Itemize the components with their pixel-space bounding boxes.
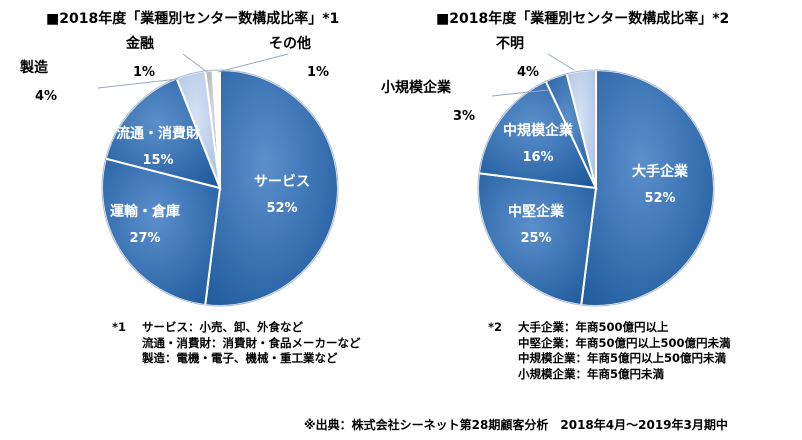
slice-value-0-2: 15% xyxy=(142,153,173,168)
slice-value-0-3: 4% xyxy=(35,89,57,104)
right-chart-title: ■2018年度「業種別センター数構成比率」*2 xyxy=(436,11,730,27)
right-note-line: 中規模企業：年商5億円以上50億円未満 xyxy=(518,351,727,365)
leader-line-0-5 xyxy=(217,53,289,73)
slice-value-0-4: 1% xyxy=(133,65,155,80)
right-note-line: 中堅企業：年商50億円以上500億円未満 xyxy=(518,335,731,350)
slice-value-1-2: 16% xyxy=(522,150,553,165)
slice-label-0-4: 金融 xyxy=(125,35,154,52)
right-note-line: 小規模企業：年商5億円未満 xyxy=(518,366,665,381)
right-note-mark: *2 xyxy=(488,320,503,334)
slice-label-1-0: 大手企業 xyxy=(632,163,689,180)
slice-label-1-2: 中規模企業 xyxy=(503,122,574,139)
slice-value-0-5: 1% xyxy=(307,65,329,80)
slice-label-0-3: 製造 xyxy=(19,59,48,76)
slice-label-1-1: 中堅企業 xyxy=(508,203,565,220)
left-note-line: 流通・消費財：消費財・食品メーカーなど xyxy=(142,335,361,350)
source-note: ※出典：株式会社シーネット第28期顧客分析 2018年4月～2019年3月期中 xyxy=(304,418,728,432)
leader-line-1-4 xyxy=(547,53,575,71)
slice-label-0-2: 流通・消費財 xyxy=(116,125,200,142)
left-note-mark: *1 xyxy=(112,320,127,334)
right-note-line: 大手企業：年商500億円以上 xyxy=(518,320,669,334)
slice-label-0-5: その他 xyxy=(269,35,311,52)
pie-outline-1 xyxy=(477,69,715,307)
slice-label-0-0: サービス xyxy=(254,174,310,190)
slice-value-0-0: 52% xyxy=(266,201,297,216)
left-chart-title: ■2018年度「業種別センター数構成比率」*1 xyxy=(46,11,340,27)
slice-value-1-3: 3% xyxy=(453,109,475,124)
slice-label-1-4: 不明 xyxy=(496,36,524,52)
left-notes: *1 サービス：小売、卸、外食など 流通・消費財：消費財・食品メーカーなど 製造：… xyxy=(112,320,361,367)
slice-value-1-0: 52% xyxy=(644,191,675,206)
slice-label-1-3: 小規模企業 xyxy=(381,79,452,96)
leader-line-1-3 xyxy=(491,89,549,97)
leader-line-0-3 xyxy=(97,78,179,89)
slice-value-1-4: 4% xyxy=(517,65,539,80)
slice-label-0-1: 運輸・倉庫 xyxy=(110,203,180,220)
pie-slice-1-0 xyxy=(580,68,715,307)
leader-line-0-4 xyxy=(182,53,208,73)
right-notes: *2 大手企業：年商500億円以上 中堅企業：年商50億円以上500億円未満 中規… xyxy=(488,320,731,382)
left-note-line: 製造：電機・電子、機械・重工業など xyxy=(142,351,338,365)
left-pie-group: サービス 52% 運輸・倉庫 27% 流通・消費財 15% 製造 4% 金融 1% その他 1% xyxy=(19,35,339,307)
pie-outline-0 xyxy=(101,69,339,307)
slice-value-0-1: 27% xyxy=(129,231,160,246)
left-note-line: サービス：小売、卸、外食など xyxy=(142,320,303,334)
slice-value-1-1: 25% xyxy=(520,231,551,246)
